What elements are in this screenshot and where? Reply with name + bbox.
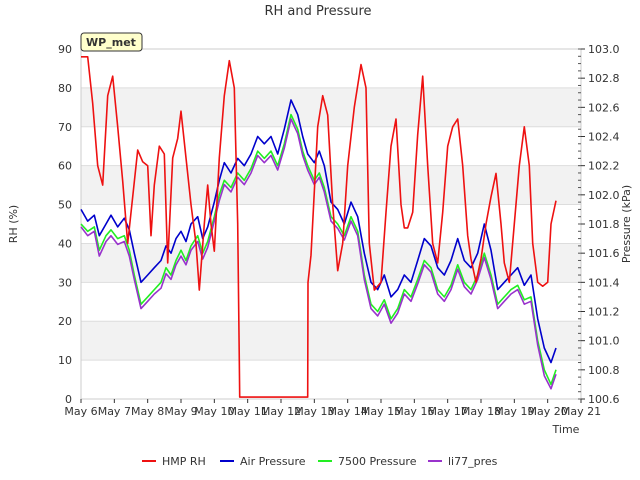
y-right-tick-label: 102.4 [588, 131, 620, 144]
series-line-li77-pres [80, 118, 557, 390]
x-tick-label: May 12 [261, 405, 301, 418]
y-right-tick-label: 102.8 [588, 72, 620, 85]
x-tick-label: May 18 [461, 405, 501, 418]
grid-band [81, 321, 581, 361]
y-right-tick-label: 102.2 [588, 160, 620, 173]
y-left-tick-label: 40 [58, 237, 72, 250]
x-tick-label: May 14 [328, 405, 368, 418]
y-right-tick-label: 103.0 [588, 43, 620, 56]
x-tick-label: May 9 [164, 405, 197, 418]
y-left-tick-label: 10 [58, 354, 72, 367]
x-tick-label: May 7 [98, 405, 131, 418]
series-line-air-pressure [80, 99, 557, 364]
y-right-tick-label: 101.0 [588, 335, 620, 348]
wp-met-badge: WP_met [80, 32, 143, 52]
y-right-tick-label: 101.4 [588, 276, 620, 289]
y-axis-left-label: RH (%) [7, 205, 20, 243]
chart-title: RH and Pressure [264, 4, 371, 19]
y-left-tick-label: 20 [58, 315, 72, 328]
x-tick-label: May 11 [228, 405, 268, 418]
y-left-tick-label: 90 [58, 43, 72, 56]
legend-item: 7500 Pressure [318, 455, 417, 468]
x-tick-label: May 6 [64, 405, 97, 418]
series-layer [80, 55, 557, 398]
x-tick-label: May 16 [394, 405, 434, 418]
y-right-tick-label: 101.6 [588, 247, 620, 260]
grid-band [81, 87, 581, 127]
y-left-tick-label: 60 [58, 160, 72, 173]
legend-label: HMP RH [162, 455, 206, 468]
y-right-tick-label: 100.8 [588, 364, 620, 377]
legend-label: 7500 Pressure [338, 455, 417, 468]
y-left-tick-label: 0 [65, 393, 72, 406]
right-axis-ticks: 100.6 100.8 101.0 101.2 101.4 101.6 101.8 102.0… [578, 43, 620, 406]
x-tick-label: May 20 [528, 405, 568, 418]
y-left-tick-label: 70 [58, 121, 72, 134]
grid-bands [81, 87, 581, 361]
left-axis-ticks: 0 10 20 30 40 50 60 70 80 90 [58, 43, 72, 406]
legend-item: HMP RH [142, 455, 206, 468]
y-left-tick-label: 30 [58, 276, 72, 289]
series-line-hmp-rh [81, 55, 557, 398]
legend-label: li77_pres [448, 455, 498, 468]
series-line-7500-pressure [80, 113, 557, 386]
x-tick-label: May 21 [561, 405, 601, 418]
y-right-tick-label: 102.6 [588, 101, 620, 114]
legend: HMP RH Air Pressure 7500 Pressure li77_pres [142, 455, 498, 468]
y-right-tick-label: 101.2 [588, 306, 620, 319]
x-tick-label: May 8 [131, 405, 164, 418]
y-right-tick-label: 100.6 [588, 393, 620, 406]
y-right-tick-label: 101.8 [588, 218, 620, 231]
x-axis-label: Time [552, 423, 580, 436]
badge-label: WP_met [86, 36, 136, 49]
x-tick-label: May 17 [428, 405, 468, 418]
legend-item: Air Pressure [220, 455, 306, 468]
y-right-tick-label: 102.0 [588, 189, 620, 202]
x-tick-label: May 13 [294, 405, 334, 418]
y-left-tick-label: 50 [58, 199, 72, 212]
x-tick-label: May 10 [194, 405, 234, 418]
x-tick-label: May 15 [361, 405, 401, 418]
y-axis-right-label: Pressure (kPa) [620, 185, 633, 263]
y-left-tick-label: 80 [58, 82, 72, 95]
grid-band [81, 243, 581, 283]
legend-item: li77_pres [428, 455, 498, 468]
x-tick-label: May 19 [494, 405, 534, 418]
legend-label: Air Pressure [240, 455, 306, 468]
